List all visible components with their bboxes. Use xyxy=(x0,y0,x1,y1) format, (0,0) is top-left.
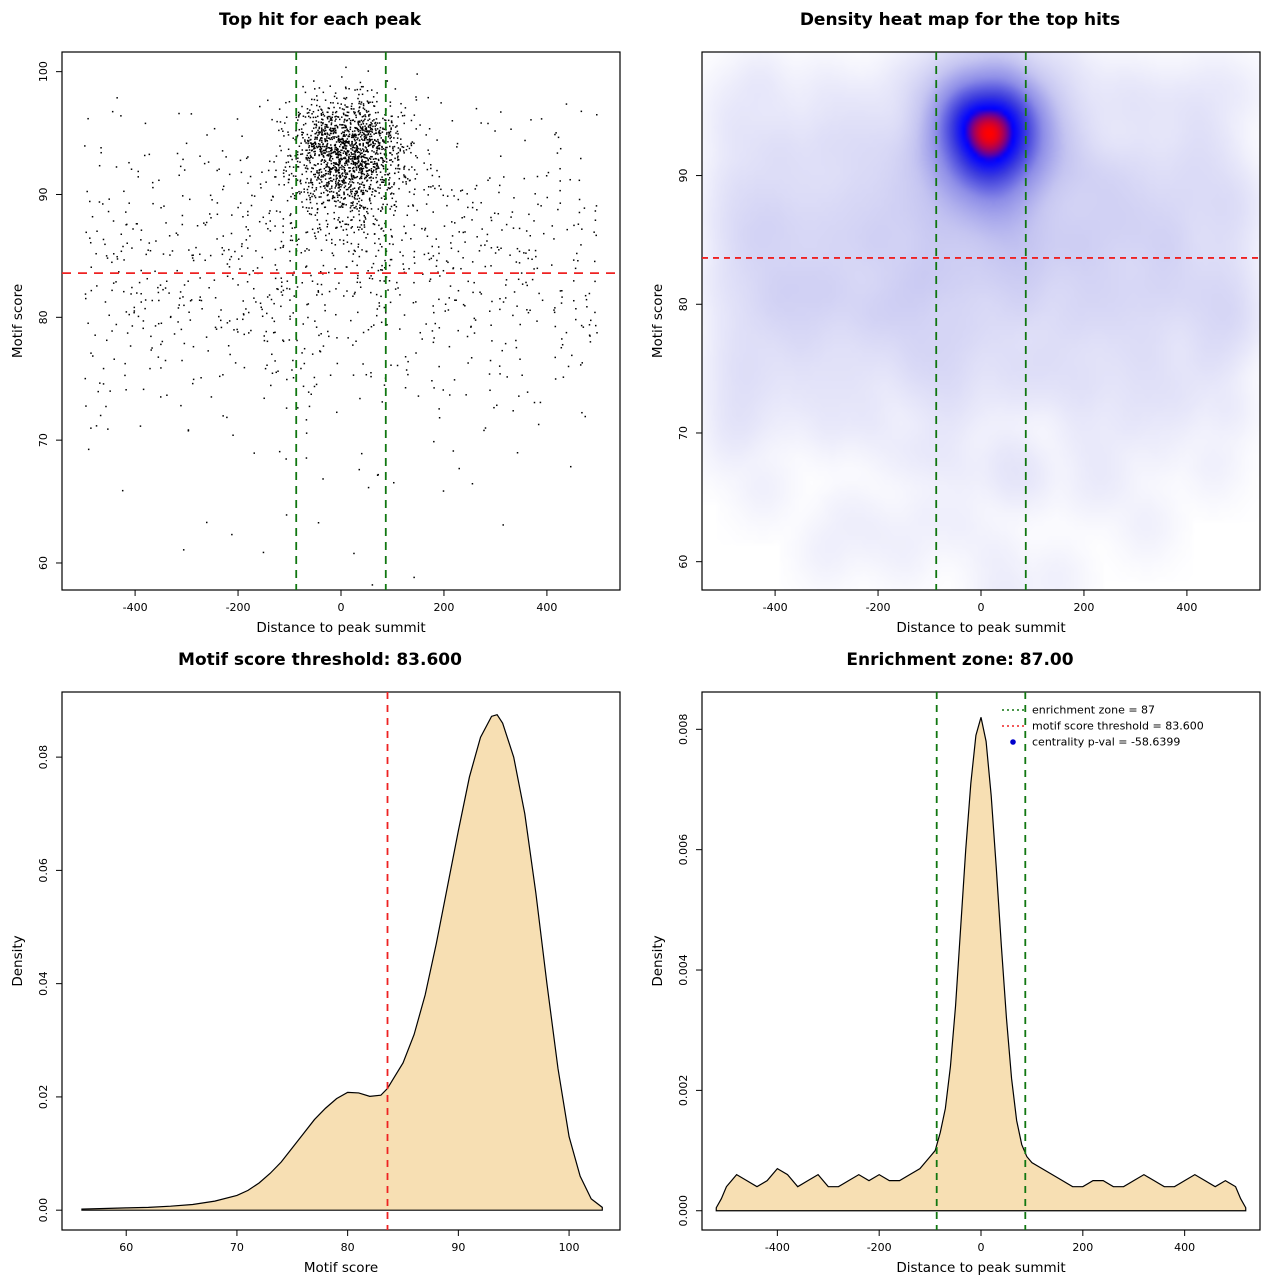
x-tick-label: 0 xyxy=(978,601,985,614)
legend-label: motif score threshold = 83.600 xyxy=(1032,720,1204,733)
plot-box xyxy=(701,51,1261,591)
y-axis-label: Motif score xyxy=(10,284,26,358)
density-axes-layer: 60 70 80 90 100 0.00 0.02 0.04 0.06 0.08 Motif sco… xyxy=(10,691,621,1276)
x-tick-label: -400 xyxy=(763,601,788,614)
y-tick-label: 0.06 xyxy=(37,858,50,883)
y-tick-label: 0.000 xyxy=(677,1195,690,1227)
x-axis-label: Distance to peak summit xyxy=(256,620,425,636)
x-tick-label: -200 xyxy=(226,601,251,614)
axes: -400 -200 0 200 400 60 70 80 90 Distance to peak … xyxy=(650,51,1261,636)
y-tick-label: 70 xyxy=(37,433,50,447)
x-tick-label: 200 xyxy=(433,601,454,614)
density-area xyxy=(715,717,1247,1212)
y-axis-label: Density xyxy=(650,935,666,986)
axes: 60 70 80 90 100 0.00 0.02 0.04 0.06 0.08 Motif sco… xyxy=(10,691,621,1276)
y-tick-label: 60 xyxy=(37,556,50,570)
heatmap-plot-area: -400 -200 0 200 400 60 70 80 90 Distance to peak … xyxy=(640,40,1280,640)
x-tick-label: 0 xyxy=(978,1241,985,1254)
x-tick-label: 100 xyxy=(559,1241,580,1254)
y-tick-label: 0.02 xyxy=(37,1085,50,1110)
y-tick-label: 100 xyxy=(37,61,50,82)
x-tick-label: -400 xyxy=(123,601,148,614)
x-tick-label: 70 xyxy=(230,1241,244,1254)
y-tick-label: 60 xyxy=(677,555,690,569)
heatmap-canvas xyxy=(702,52,1260,590)
x-tick-label: 400 xyxy=(1174,1241,1195,1254)
scatter-points-canvas xyxy=(62,52,620,590)
y-tick-label: 90 xyxy=(37,187,50,201)
y-tick-label: 0.006 xyxy=(677,834,690,866)
panel-scatter: Top hit for each peak -400 -200 0 200 400 60 7… xyxy=(0,0,640,640)
x-axis-label: Distance to peak summit xyxy=(896,620,1065,636)
x-tick-label: -400 xyxy=(765,1241,790,1254)
y-tick-label: 0.002 xyxy=(677,1075,690,1107)
y-tick-label: 0.08 xyxy=(37,745,50,770)
y-tick-label: 80 xyxy=(37,310,50,324)
x-tick-label: 60 xyxy=(119,1241,133,1254)
x-tick-label: 200 xyxy=(1072,1241,1093,1254)
plot-box xyxy=(61,691,621,1231)
x-axis-label: Motif score xyxy=(304,1260,378,1276)
y-tick-label: 0.004 xyxy=(677,954,690,986)
y-axis-label: Density xyxy=(10,935,26,986)
x-tick-label: -200 xyxy=(866,601,891,614)
plot-box xyxy=(61,51,621,591)
x-tick-label: -200 xyxy=(867,1241,892,1254)
y-tick-label: 0.04 xyxy=(37,971,50,996)
y-axis-label: Motif score xyxy=(650,284,666,358)
y-tick-label: 90 xyxy=(677,169,690,183)
panel-title-scatter: Top hit for each peak xyxy=(218,10,422,30)
x-axis-label: Distance to peak summit xyxy=(896,1260,1065,1276)
x-tick-label: 200 xyxy=(1073,601,1094,614)
y-tick-label: 80 xyxy=(677,297,690,311)
y-tick-label: 0.00 xyxy=(37,1198,50,1223)
y-tick-label: 70 xyxy=(677,426,690,440)
panel-heatmap: Density heat map for the top hits -400 -2… xyxy=(640,0,1280,640)
x-tick-label: 90 xyxy=(451,1241,465,1254)
scatter-plot-area: -400 -200 0 200 400 60 70 80 90 100 Distance to pe… xyxy=(0,40,640,640)
axes: -400 -200 0 200 400 0.000 0.002 0.004 0.006 0.008… xyxy=(650,691,1261,1276)
panel-title-distance-density: Enrichment zone: 87.00 xyxy=(846,650,1074,670)
density-area xyxy=(81,713,603,1211)
x-tick-label: 0 xyxy=(338,601,345,614)
x-tick-label: 80 xyxy=(341,1241,355,1254)
scatter-axes-layer: -400 -200 0 200 400 60 70 80 90 100 Distance to pe… xyxy=(10,51,621,636)
distance-density-plot-area: -400 -200 0 200 400 0.000 0.002 0.004 0.006 0.008… xyxy=(640,680,1280,1280)
panel-motif-score-density: Motif score threshold: 83.600 60 70 80 90 10… xyxy=(0,640,640,1280)
heatmap-axes-layer: -400 -200 0 200 400 60 70 80 90 Distance to peak … xyxy=(650,51,1261,636)
legend: enrichment zone = 87 motif score threshol… xyxy=(1002,704,1204,749)
panel-distance-density: Enrichment zone: 87.00 -400 -200 0 200 400 0.… xyxy=(640,640,1280,1280)
legend-label: centrality p-val = -58.6399 xyxy=(1032,736,1180,749)
legend-label: enrichment zone = 87 xyxy=(1032,704,1155,717)
density-axes-layer: -400 -200 0 200 400 0.000 0.002 0.004 0.006 0.008… xyxy=(650,691,1261,1276)
motif-density-plot-area: 60 70 80 90 100 0.00 0.02 0.04 0.06 0.08 Motif sco… xyxy=(0,680,640,1280)
panel-title-heatmap: Density heat map for the top hits xyxy=(799,10,1121,30)
x-tick-label: 400 xyxy=(536,601,557,614)
x-tick-label: 400 xyxy=(1176,601,1197,614)
y-tick-label: 0.008 xyxy=(677,714,690,746)
panel-title-motif-density: Motif score threshold: 83.600 xyxy=(178,650,462,670)
legend-marker-point xyxy=(1010,739,1016,745)
axes: -400 -200 0 200 400 60 70 80 90 100 Distance to pe… xyxy=(10,51,621,636)
